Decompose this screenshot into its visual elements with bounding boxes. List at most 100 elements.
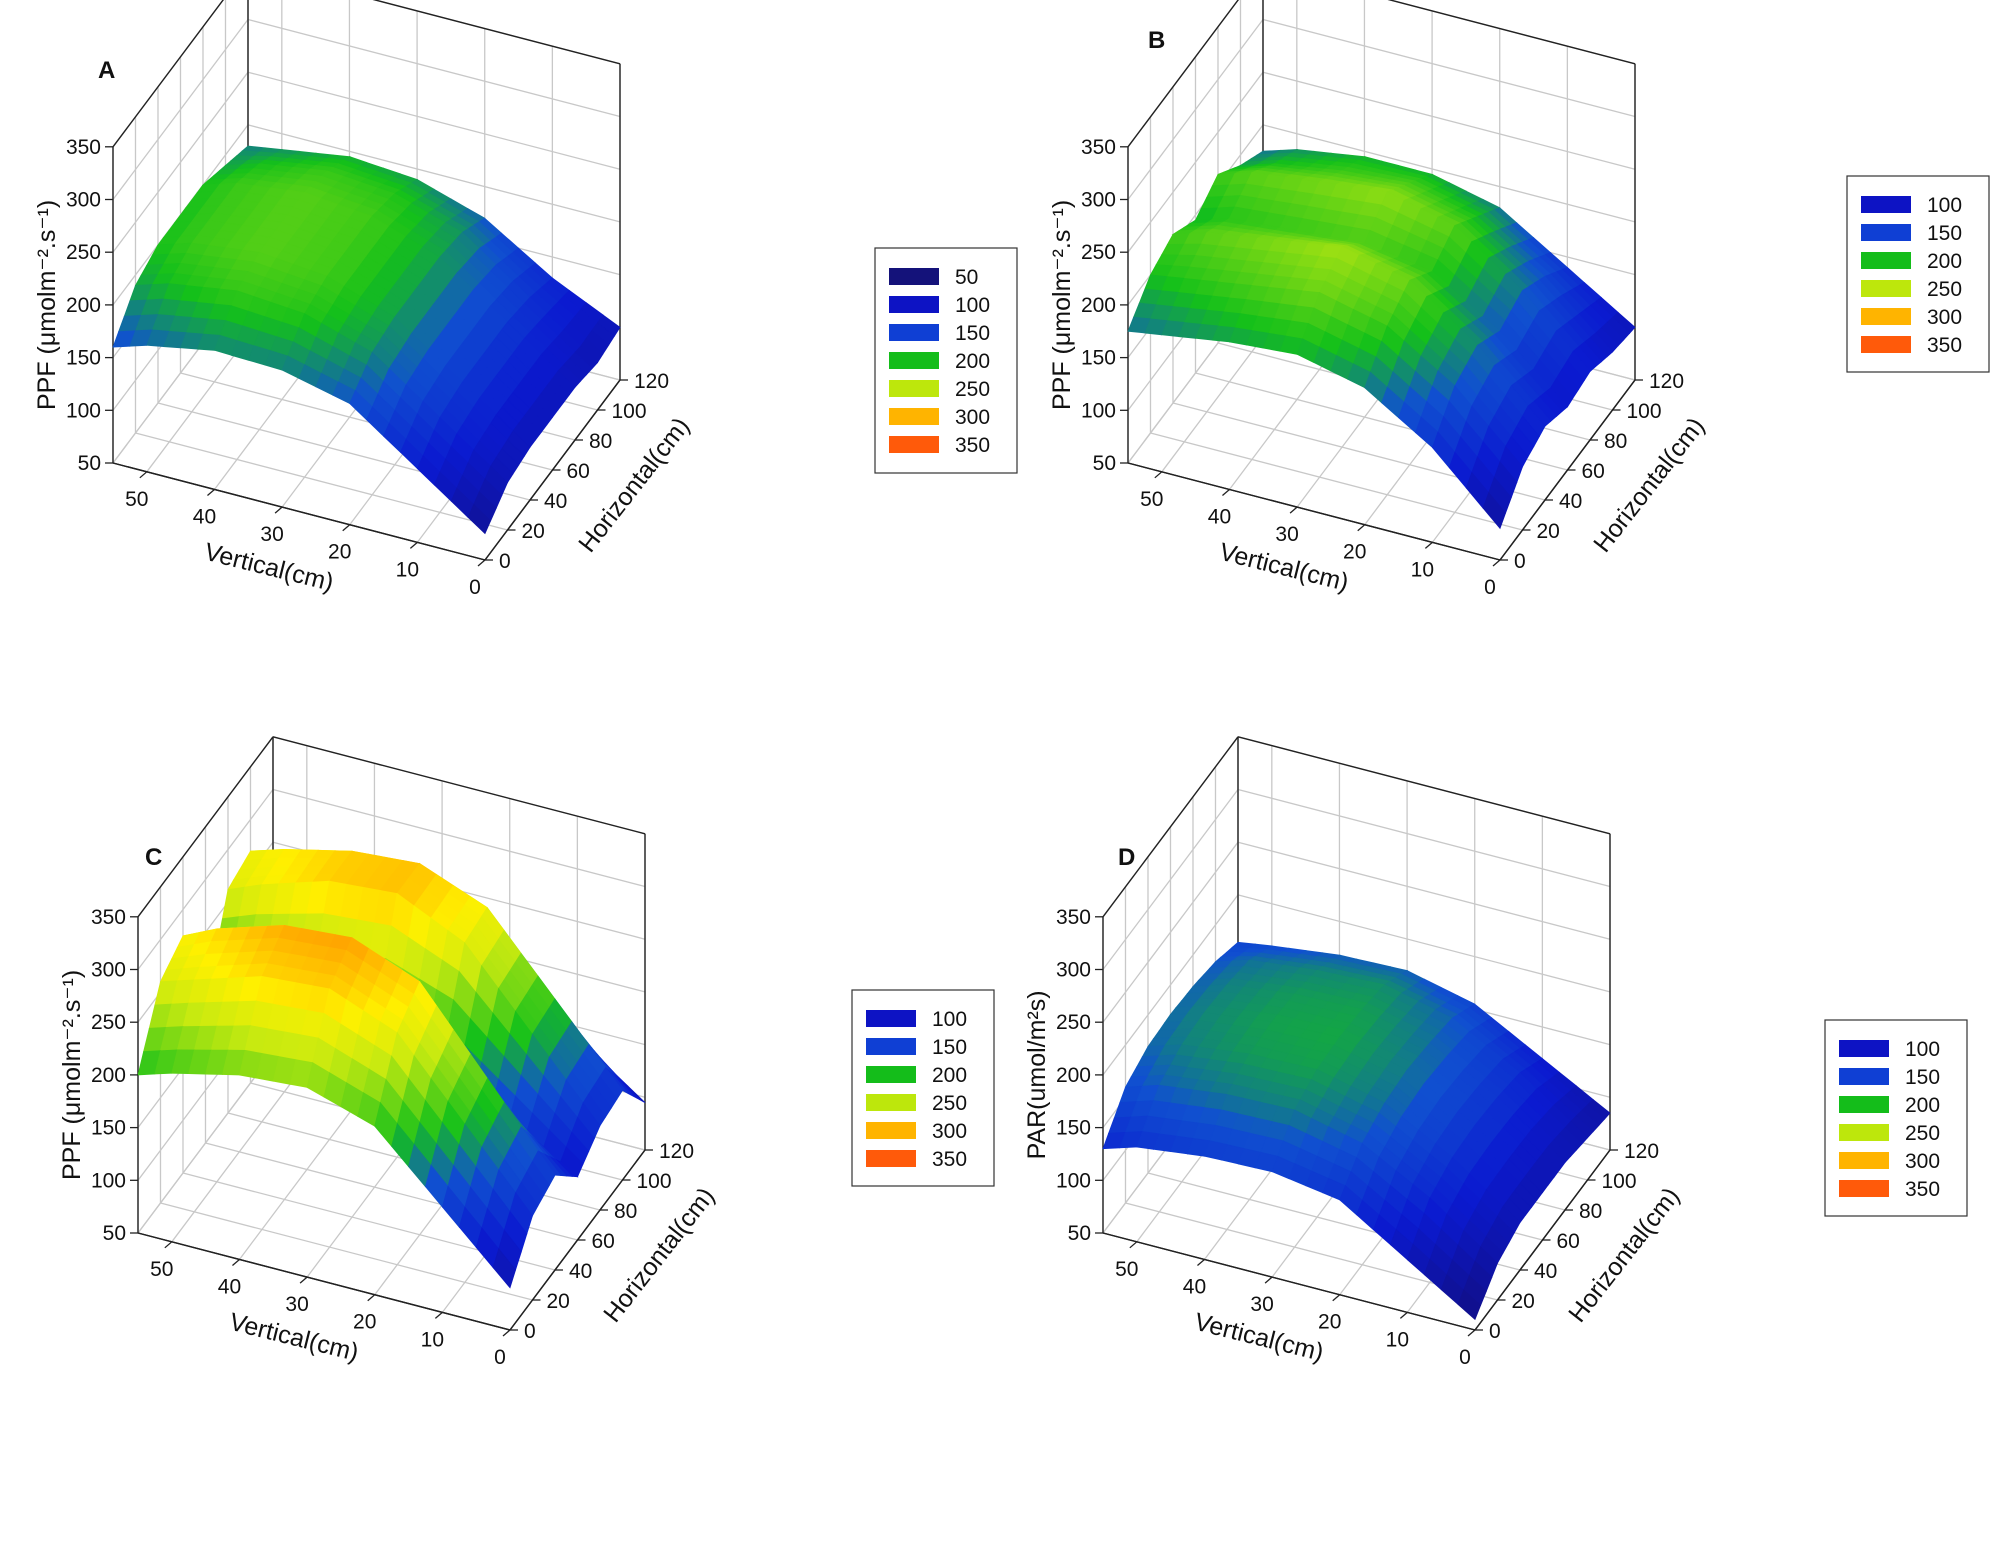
y-tick-label: 80 (1579, 1200, 1602, 1223)
x-tick-mark (477, 559, 486, 567)
z-tick-label: 50 (103, 1222, 126, 1245)
y-tick-label: 120 (659, 1140, 694, 1163)
legend-label: 100 (1905, 1038, 1940, 1061)
x-tick-mark (434, 1311, 443, 1319)
panel-d-legend: 100 150 200 250 300 350 (1824, 1019, 1968, 1217)
y-tick-label: 120 (1649, 370, 1684, 393)
x-tick-mark (1154, 471, 1163, 479)
x-tick-label: 0 (1459, 1346, 1471, 1369)
panel-c-surface (137, 848, 646, 1289)
legend-swatch (1861, 196, 1911, 213)
legend-label: 300 (1927, 306, 1962, 329)
x-tick-label: 10 (1411, 558, 1434, 581)
panel-d-x-ticks: 0 10 20 30 40 50 (1115, 1241, 1476, 1369)
legend-label: 150 (1927, 222, 1962, 245)
grid-line (112, 19, 249, 200)
grid-line (1262, 71, 1636, 170)
grid-line (1262, 124, 1636, 223)
y-tick-label: 40 (1534, 1260, 1557, 1283)
legend-swatch (889, 408, 939, 425)
grid-line (272, 788, 646, 888)
x-tick-label: 20 (353, 1311, 376, 1334)
y-tick-label: 20 (547, 1290, 570, 1313)
x-tick-label: 20 (1343, 541, 1366, 564)
z-tick-label: 200 (1081, 294, 1116, 317)
panel-c-z-ticks: 50 100 150 200 250 300 350 (91, 906, 138, 1245)
z-axis-label: PAR(umol/m²s) (1023, 990, 1051, 1159)
y-tick-label: 40 (569, 1260, 592, 1283)
grid-line (247, 18, 621, 118)
z-tick-label: 50 (1093, 452, 1116, 475)
z-axis-label: PPF (μmolm⁻².s⁻¹) (1048, 200, 1076, 410)
frame-edge (112, 462, 486, 561)
legend-label: 300 (955, 406, 990, 429)
legend-swatch (889, 352, 939, 369)
legend-label: 100 (955, 294, 990, 317)
legend-swatch (1839, 1040, 1889, 1057)
legend-label: 100 (1927, 194, 1962, 217)
z-tick-label: 150 (1081, 347, 1116, 370)
panel-c-x-ticks: 0 10 20 30 40 50 (150, 1241, 511, 1369)
grid-line (1387, 0, 1636, 65)
x-tick-label: 40 (1183, 1275, 1206, 1298)
z-tick-label: 200 (1056, 1064, 1091, 1087)
x-tick-mark (274, 506, 283, 514)
panel-b-surface (1127, 149, 1636, 530)
x-tick-label: 50 (1115, 1258, 1138, 1281)
z-tick-label: 50 (78, 452, 101, 475)
grid-line (372, 0, 621, 65)
x-tick-mark (232, 1258, 240, 1266)
y-tick-label: 120 (634, 370, 669, 393)
x-tick-label: 50 (150, 1258, 173, 1281)
z-tick-label: 250 (1081, 241, 1116, 264)
legend-label: 300 (1905, 1150, 1940, 1173)
x-tick-mark (1492, 559, 1501, 567)
legend-swatch (1839, 1096, 1889, 1113)
x-tick-mark (207, 488, 215, 496)
x-tick-label: 50 (1140, 488, 1163, 511)
surface-cell (1457, 1289, 1482, 1321)
z-tick-label: 100 (1056, 1169, 1091, 1192)
frame-edge (1237, 736, 1611, 835)
x-tick-label: 40 (218, 1275, 241, 1298)
x-tick-mark (164, 1241, 173, 1249)
legend-swatch (1839, 1124, 1889, 1141)
panel-b-z-ticks: 50 100 150 200 250 300 350 (1081, 136, 1128, 475)
x-tick-label: 40 (1208, 505, 1231, 528)
z-axis-label: PPF (μmolm⁻².s⁻¹) (33, 200, 61, 410)
legend-swatch (866, 1150, 916, 1167)
legend-label: 300 (932, 1120, 967, 1143)
x-tick-label: 10 (396, 558, 419, 581)
x-tick-mark (1222, 488, 1230, 496)
x-tick-mark (342, 524, 351, 532)
grid-line (135, 432, 508, 531)
legend-label: 100 (932, 1008, 967, 1031)
x-tick-label: 30 (260, 523, 283, 546)
z-axis-label: PPF (μmolm⁻².s⁻¹) (58, 970, 86, 1180)
legend-swatch (889, 296, 939, 313)
x-axis-label: Vertical(cm) (227, 1308, 362, 1367)
legend-label: 200 (932, 1064, 967, 1087)
grid-line (1127, 71, 1264, 253)
y-tick-label: 0 (1489, 1320, 1501, 1343)
y-tick-label: 0 (499, 550, 511, 573)
y-tick-label: 100 (612, 400, 647, 423)
z-tick-label: 200 (91, 1064, 126, 1087)
grid-line (137, 789, 274, 970)
legend-swatch (889, 268, 939, 285)
panel-a-x-ticks: 0 10 20 30 40 50 (125, 471, 486, 599)
x-tick-label: 10 (1386, 1328, 1409, 1351)
x-tick-mark (1129, 1241, 1138, 1249)
x-tick-mark (1399, 1311, 1408, 1319)
grid-line (1102, 789, 1239, 970)
legend-swatch (1861, 336, 1911, 353)
frame-edge (1127, 0, 1239, 148)
legend-label: 350 (932, 1148, 967, 1171)
x-tick-label: 40 (193, 505, 216, 528)
grid-line (160, 1202, 533, 1301)
grid-line (1237, 841, 1611, 940)
x-axis-label: Vertical(cm) (1217, 538, 1352, 597)
